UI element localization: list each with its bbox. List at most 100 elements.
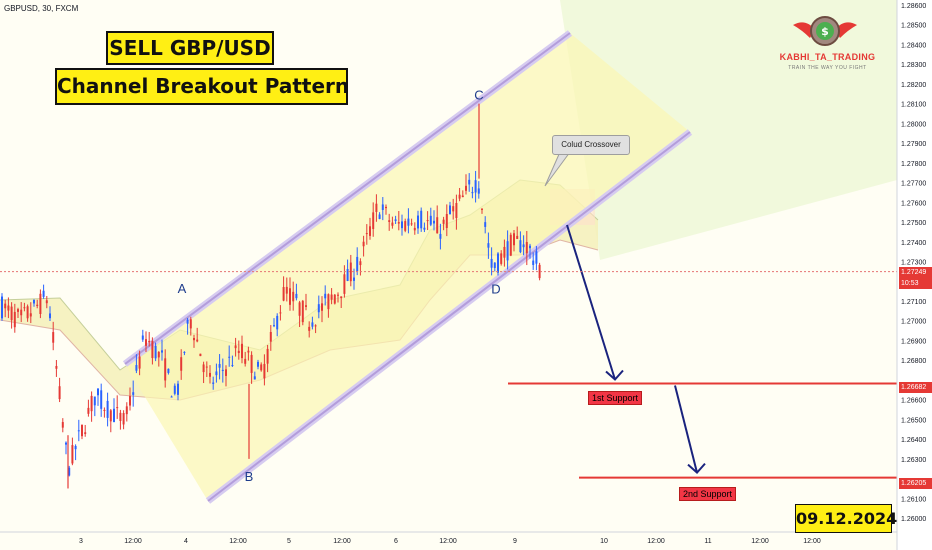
candle-body (138, 356, 141, 369)
candle-body (282, 287, 285, 301)
candle-body (65, 442, 67, 445)
candle-body (401, 221, 403, 229)
candle-body (317, 304, 320, 313)
time-tick: 12:00 (229, 538, 247, 545)
candle-body (346, 268, 349, 281)
candle-body (394, 219, 397, 221)
candle-body (349, 262, 352, 282)
candle-body (193, 338, 195, 341)
candle-body (100, 390, 103, 409)
price-tick: 1.27000 (901, 319, 926, 326)
candle-body (522, 244, 525, 248)
candle-body (365, 233, 368, 235)
price-tick: 1.27800 (901, 161, 926, 168)
candle-body (257, 361, 259, 367)
candle-body (154, 346, 157, 359)
projection-arrowhead-1 (605, 369, 624, 381)
price-tick: 1.27300 (901, 260, 926, 267)
price-tick: 1.26500 (901, 417, 926, 424)
candle-body (519, 240, 522, 253)
candle-body (164, 358, 167, 381)
candle-body (4, 303, 7, 309)
symbol-label: GBPUSD, 30, FXCM (4, 4, 79, 13)
projection-arrow-2 (674, 385, 698, 473)
brand-logo: $ (793, 16, 857, 46)
candle-body (506, 241, 509, 261)
candle-body (231, 365, 234, 367)
candle-body (125, 406, 128, 415)
candle-body (525, 241, 528, 254)
candle-body (244, 358, 247, 364)
candle-body (369, 226, 371, 236)
title-sell: SELL GBP/USD (106, 31, 274, 65)
candle-body (260, 364, 263, 371)
candle-body (221, 369, 224, 372)
candle-body (180, 357, 183, 371)
candle-body (119, 412, 122, 422)
candle-body (452, 206, 455, 212)
time-tick: 5 (287, 538, 291, 545)
candle-body (500, 253, 503, 264)
candle-body (423, 227, 426, 230)
candle-body (388, 220, 391, 222)
candle-body (7, 305, 10, 311)
candle-body (372, 212, 375, 229)
candle-body (417, 215, 419, 229)
candle-body (116, 407, 119, 409)
candle-body (503, 246, 506, 258)
candle-body (481, 208, 483, 210)
candle-body (68, 467, 71, 476)
candle-body (276, 315, 279, 330)
candle-body (509, 234, 512, 256)
candle-body (42, 290, 45, 297)
candle-body (45, 300, 48, 304)
candle-body (474, 180, 477, 193)
price-tick: 1.26000 (901, 516, 926, 523)
candle-body (381, 204, 384, 211)
candle-body (458, 194, 461, 199)
candle-body (132, 392, 135, 395)
candle-body (71, 445, 74, 464)
time-tick: 12:00 (333, 538, 351, 545)
price-tick: 1.27100 (901, 299, 926, 306)
candle-body (407, 218, 410, 226)
price-tick: 1.28100 (901, 102, 926, 109)
candle-body (167, 368, 170, 373)
candle-body (449, 205, 451, 215)
candle-body (529, 245, 531, 249)
candle-body (177, 383, 179, 395)
candle-body (410, 223, 413, 225)
price-tick: 1.26900 (901, 338, 926, 345)
candle-body (465, 185, 467, 191)
candle-body (161, 350, 163, 353)
cloud-crossover-callout: Colud Crossover (552, 135, 630, 155)
time-tick: 11 (704, 538, 711, 545)
candle-body (359, 261, 362, 266)
right-wing-icon (835, 22, 857, 38)
time-tick: 3 (79, 538, 83, 545)
candle-body (106, 400, 109, 418)
second-support-label: 2nd Support (679, 487, 737, 501)
candle-body (356, 256, 359, 272)
price-tick: 1.26100 (901, 496, 926, 503)
candle-body (49, 313, 51, 319)
candle-body (429, 215, 432, 225)
price-tick: 1.26300 (901, 457, 926, 464)
candle-body (212, 382, 215, 384)
candle-body (321, 303, 323, 311)
candle-body (241, 343, 243, 359)
candle-body (55, 365, 58, 369)
candle-body (205, 366, 208, 368)
candle-body (292, 291, 295, 302)
candle-body (301, 300, 304, 323)
candle-body (77, 430, 80, 432)
candle-body (10, 306, 13, 321)
pivot-label-c: C (474, 88, 483, 103)
candle-body (477, 188, 480, 194)
candle-body (225, 369, 227, 376)
candle-body (404, 221, 407, 231)
candle-body (295, 293, 298, 299)
candle-body (157, 351, 160, 358)
candle-body (103, 409, 106, 411)
